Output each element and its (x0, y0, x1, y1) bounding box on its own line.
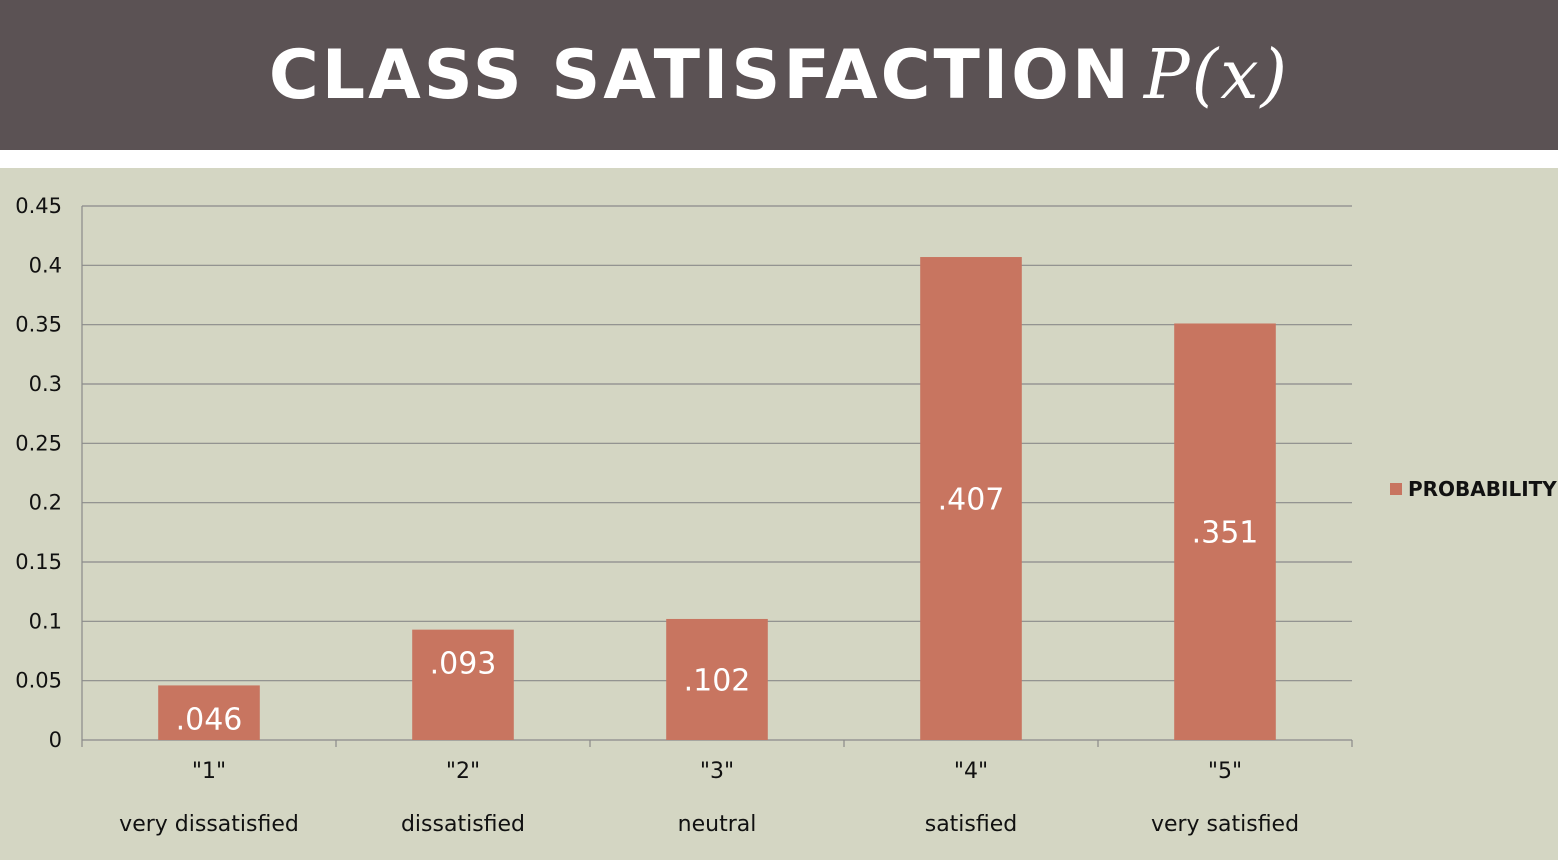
bar (412, 629, 514, 740)
title-text: CLASS SATISFACTION (268, 35, 1132, 115)
x-category-sublabel: very satisfied (1151, 812, 1299, 837)
y-tick-label: 0.15 (15, 550, 62, 574)
x-tick-label: "4" (954, 759, 988, 784)
data-label: .351 (1192, 516, 1259, 551)
y-tick-label: 0.05 (15, 669, 62, 693)
y-tick-label: 0.4 (29, 253, 62, 277)
y-tick-label: 0.35 (15, 313, 62, 337)
header-divider (0, 150, 1558, 168)
x-category-sublabel: neutral (678, 812, 757, 837)
x-tick-label: "5" (1208, 759, 1242, 784)
x-tick-label: "2" (446, 759, 480, 784)
bar (666, 618, 768, 740)
y-tick-label: 0.45 (15, 194, 62, 218)
y-tick-label: 0.3 (29, 372, 62, 396)
bar (1174, 323, 1276, 740)
chart-area: 0 0.05 0.1 0.15 0.2 0.25 0.3 0.35 0.4 0.45 .046 "1"… (0, 168, 1558, 860)
title-math: P(x) (1143, 35, 1290, 115)
y-tick-label: 0.1 (29, 609, 62, 633)
bar-chart: 0 0.05 0.1 0.15 0.2 0.25 0.3 0.35 0.4 0.45 .046 "1"… (15, 194, 1557, 837)
x-tick-label: "1" (192, 759, 226, 784)
legend-label: PROBABILITY (1408, 477, 1557, 501)
y-tick-label: 0.2 (29, 491, 62, 515)
y-tick-label: 0.25 (15, 431, 62, 455)
data-label: .093 (430, 647, 497, 682)
x-category-sublabel: dissatisfied (401, 812, 525, 837)
bar (920, 257, 1022, 740)
legend-swatch (1390, 483, 1402, 495)
x-category-sublabel: satisfied (925, 812, 1018, 837)
x-category-sublabel: very dissatisfied (119, 812, 299, 837)
bar (158, 685, 260, 740)
data-label: .407 (938, 483, 1005, 518)
page-title: CLASS SATISFACTION P(x) (269, 36, 1289, 115)
data-label: .046 (176, 702, 243, 737)
y-tick-label: 0 (49, 728, 62, 752)
title-bar: CLASS SATISFACTION P(x) (0, 0, 1558, 150)
data-label: .102 (684, 663, 751, 698)
x-tick-label: "3" (700, 759, 734, 784)
